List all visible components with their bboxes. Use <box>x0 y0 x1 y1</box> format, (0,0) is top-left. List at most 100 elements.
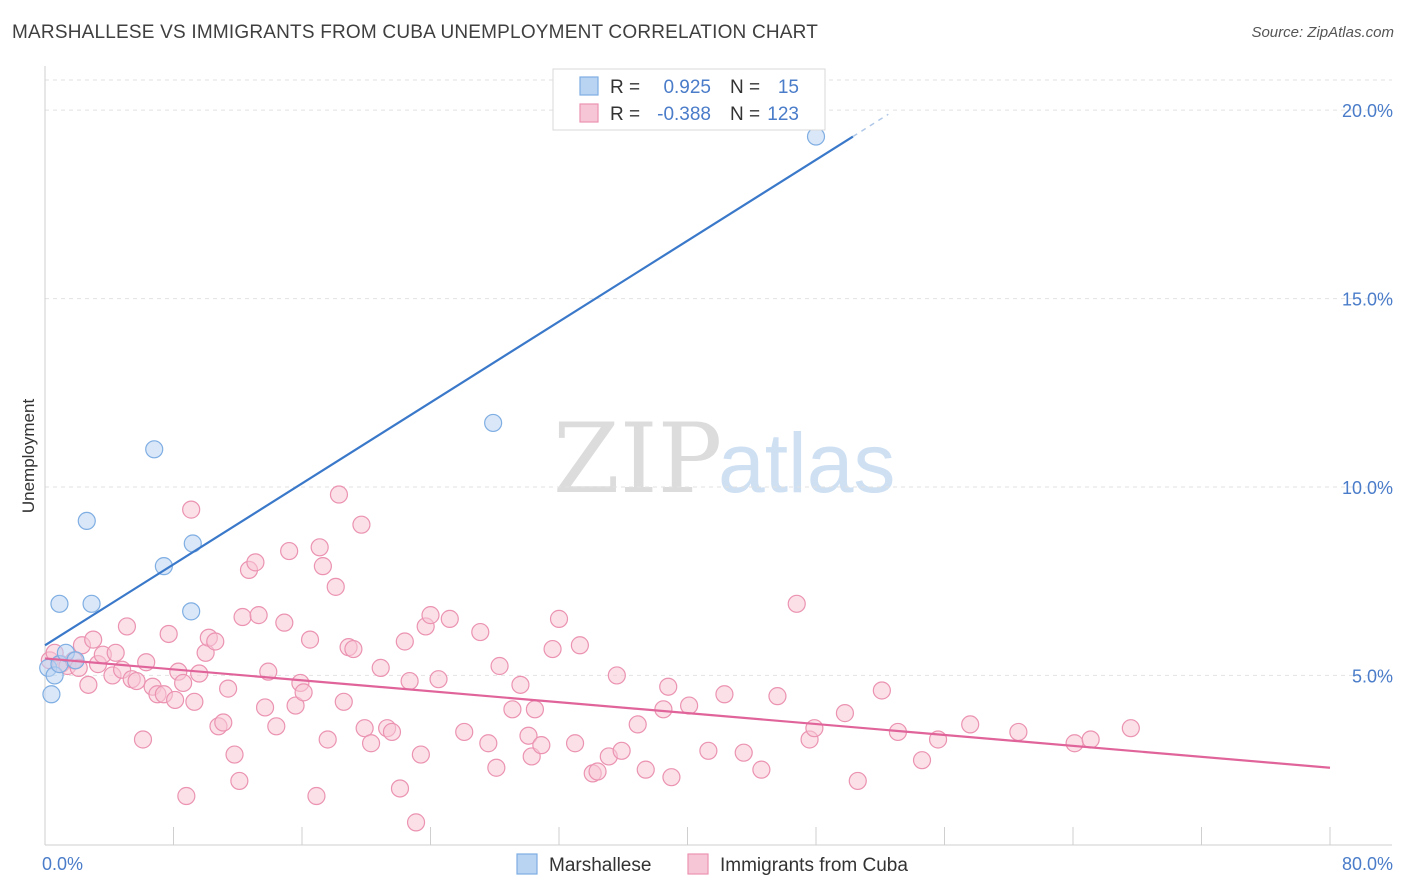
data-point <box>805 719 824 738</box>
data-point <box>159 624 178 644</box>
data-point <box>787 594 806 613</box>
data-point <box>300 630 320 649</box>
data-point <box>182 500 201 519</box>
y-tick-label: 20.0% <box>1342 101 1393 121</box>
watermark-zip: ZIP <box>553 403 722 515</box>
data-point <box>310 538 329 557</box>
legend-n-label: N = <box>730 104 760 125</box>
data-point <box>680 696 699 715</box>
data-point <box>185 692 204 711</box>
data-point <box>715 685 734 704</box>
data-point <box>255 698 275 717</box>
data-point <box>429 670 448 689</box>
data-point <box>565 734 585 753</box>
data-point <box>455 722 474 742</box>
y-tick-label: 10.0% <box>1342 478 1393 498</box>
trend-line-extension <box>852 113 889 138</box>
data-point <box>307 786 326 806</box>
data-point <box>50 594 69 613</box>
data-point <box>806 127 826 146</box>
data-point <box>511 675 530 694</box>
legend-r-label: R = <box>610 104 640 125</box>
legend-swatch <box>579 76 599 96</box>
data-point <box>133 730 153 749</box>
data-point <box>77 511 96 531</box>
data-point <box>768 687 787 706</box>
data-point <box>734 743 753 762</box>
data-point <box>166 690 185 710</box>
chart-source: Source: ZipAtlas.com <box>1251 24 1394 41</box>
legend-n-value: 15 <box>778 77 799 98</box>
data-point <box>1121 719 1140 738</box>
data-point <box>233 607 252 627</box>
data-point <box>177 786 196 806</box>
y-tick-labels: 5.0% 10.0% 15.0% 20.0% <box>1342 101 1393 686</box>
data-point <box>395 632 414 651</box>
data-point <box>570 636 589 655</box>
trend-line <box>44 657 1331 769</box>
legend-n-label: N = <box>730 77 760 98</box>
data-point <box>206 632 225 651</box>
data-point <box>106 643 125 662</box>
bottom-legend-label: Marshallese <box>549 855 651 876</box>
data-point <box>440 609 459 628</box>
data-point <box>344 639 363 659</box>
data-point <box>752 760 771 779</box>
bottom-legend-swatch <box>516 853 538 875</box>
data-point <box>214 713 233 732</box>
data-point <box>174 673 193 693</box>
data-point <box>259 662 278 681</box>
data-point <box>390 779 410 798</box>
data-point <box>42 685 61 704</box>
y-tick-label: 5.0% <box>1352 666 1393 686</box>
data-point <box>84 630 103 649</box>
data-point <box>219 679 238 698</box>
data-point <box>127 671 146 691</box>
data-point <box>636 760 655 779</box>
x-tick-labels: 0.0% 80.0% <box>42 854 1393 874</box>
bottom-legend-label: Immigrants from Cuba <box>720 855 908 876</box>
data-point <box>503 700 522 719</box>
chart-title: MARSHALLESE VS IMMIGRANTS FROM CUBA UNEM… <box>12 22 819 43</box>
axes <box>44 66 1392 846</box>
data-point <box>471 622 490 642</box>
data-point <box>267 717 286 736</box>
data-point <box>230 771 249 791</box>
data-point <box>1065 734 1084 753</box>
data-point <box>280 541 299 561</box>
legend-r-value: -0.388 <box>657 104 711 125</box>
data-point <box>961 715 980 734</box>
data-point <box>1009 722 1028 742</box>
data-point <box>225 745 244 764</box>
data-point <box>659 677 678 696</box>
data-point <box>249 606 268 625</box>
data-point <box>355 719 374 738</box>
data-point <box>411 745 430 764</box>
data-point <box>519 726 538 745</box>
data-point <box>145 440 164 459</box>
data-point <box>79 675 98 694</box>
data-point <box>835 704 855 723</box>
data-point <box>549 609 569 628</box>
data-point <box>699 741 718 760</box>
data-point <box>326 577 345 596</box>
correlation-legend: R = 0.925 N = 15 R = -0.388 N = 123 <box>552 68 826 131</box>
data-point <box>334 692 353 711</box>
trend-lines <box>44 113 1331 769</box>
legend-r-value: 0.925 <box>663 77 711 98</box>
data-point <box>318 730 337 749</box>
data-point <box>588 762 607 781</box>
legend-n-value: 123 <box>767 104 799 125</box>
data-point <box>490 656 509 676</box>
data-point <box>1081 730 1100 749</box>
series-immigrants-from-cuba <box>40 485 1140 832</box>
legend-r-label: R = <box>610 77 640 98</box>
data-point <box>246 553 265 572</box>
y-tick-label: 15.0% <box>1342 290 1393 310</box>
data-point <box>607 666 626 685</box>
data-point <box>313 557 332 576</box>
bottom-legend: Marshallese Immigrants from Cuba <box>516 853 908 876</box>
data-point <box>848 771 867 791</box>
data-point <box>117 617 137 636</box>
